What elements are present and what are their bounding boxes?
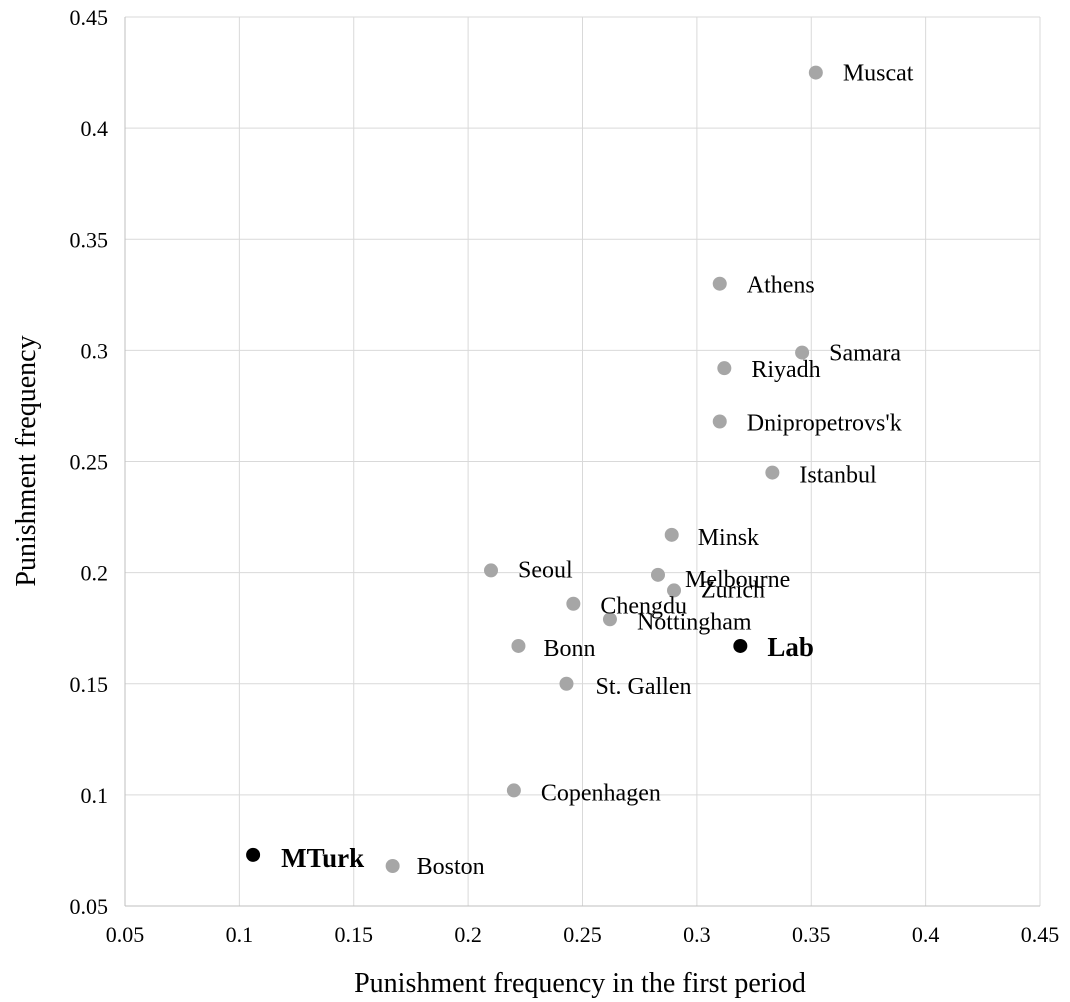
x-tick-label: 0.2 [454,922,482,947]
x-tick-label: 0.15 [335,922,374,947]
y-tick-label: 0.2 [81,561,109,586]
x-axis-title: Punishment frequency in the first period [354,968,806,999]
data-label: Nottingham [637,609,752,635]
axis-layer [124,17,1040,907]
data-label-layer: Muscat Athens Samara Riyadh Dnipropetrovs'k I… [281,61,914,880]
data-label: Melbourne [685,567,790,593]
data-point [664,527,679,542]
x-tick-label: 0.45 [1021,922,1060,947]
data-point [484,563,498,578]
data-point [808,65,823,80]
data-label: Boston [417,854,485,880]
y-tick-label: 0.3 [81,338,109,363]
data-label: St. Gallen [595,674,691,700]
data-point [712,414,727,429]
data-label: Copenhagen [541,780,661,806]
tick-label-layer: 0.05 0.1 0.15 0.2 0.25 0.3 0.35 0.4 0.45 0.05 0.1 0… [70,5,1060,947]
x-tick-label: 0.05 [106,922,145,947]
data-label: Riyadh [751,357,820,383]
data-point [765,465,780,480]
x-tick-label: 0.1 [226,922,254,947]
x-tick-label: 0.3 [683,922,711,947]
x-tick-label: 0.35 [792,922,831,947]
data-label: Zurich [701,577,765,603]
data-point [717,361,732,376]
data-point [506,783,521,798]
y-tick-label: 0.25 [70,450,109,475]
y-tick-label: 0.15 [70,672,109,697]
data-point [712,276,727,291]
data-label: Minsk [698,525,759,551]
data-point [650,567,665,582]
x-tick-label: 0.25 [563,922,602,947]
data-label: MTurk [281,843,364,873]
y-axis-title: Punishment frequency [11,335,42,586]
y-tick-label: 0.05 [70,894,109,919]
data-label: Dnipropetrovs'k [747,410,902,436]
data-label: Chengdu [600,594,687,620]
data-label: Bonn [543,636,595,662]
data-point [566,596,581,611]
x-tick-label: 0.4 [912,922,940,947]
data-point [733,638,748,653]
y-tick-label: 0.1 [81,783,109,808]
data-point [246,847,261,862]
data-label: Samara [829,341,901,367]
y-tick-label: 0.45 [70,5,109,30]
data-label: Seoul [518,557,573,583]
data-point [385,858,400,873]
y-tick-label: 0.35 [70,227,109,252]
data-label: Lab [767,632,814,662]
data-label: Athens [747,273,815,299]
data-label: Muscat [843,61,914,87]
y-tick-label: 0.4 [81,116,109,141]
data-point-layer [246,65,823,873]
data-point [795,345,810,360]
data-point [559,676,574,691]
data-point [511,638,526,653]
data-point [667,583,681,598]
data-label: Istanbul [799,463,877,489]
grid-layer [124,16,1041,907]
data-point [602,612,617,627]
